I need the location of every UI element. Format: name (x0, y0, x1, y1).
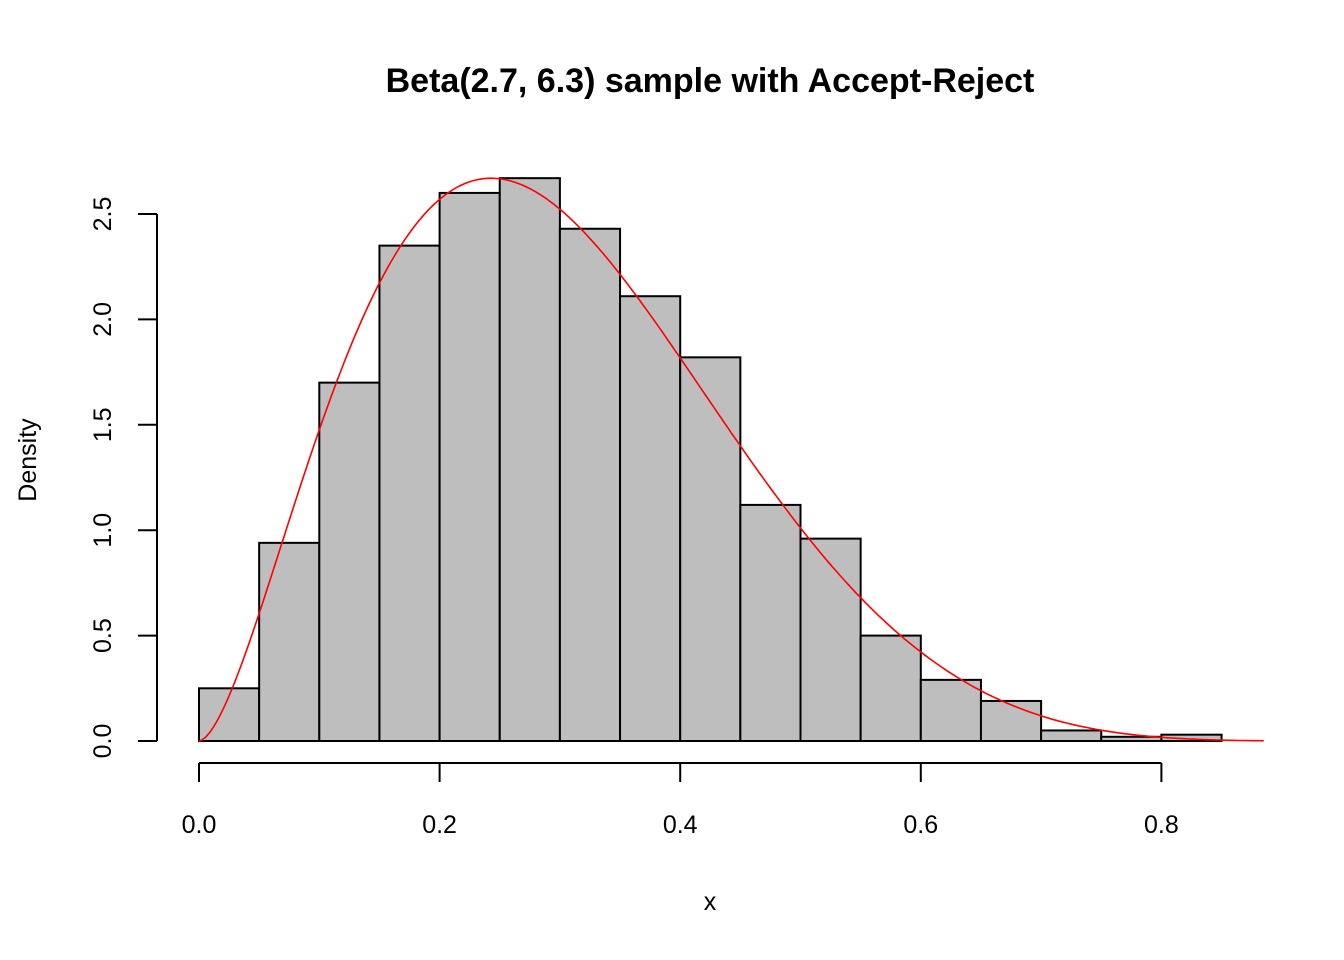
histogram-bar (679, 356, 742, 742)
histogram-bar (979, 699, 1043, 742)
y-tick-label: 1.5 (89, 407, 117, 442)
histogram-bar (378, 244, 441, 742)
x-axis: 0.0 0.2 0.4 0.6 0.8 (182, 762, 1179, 839)
y-tick-label: 2.5 (89, 197, 117, 232)
y-axis-label: Density (14, 418, 42, 502)
x-tick-label: 0.4 (663, 811, 698, 839)
histogram-bar (1100, 735, 1163, 742)
y-tick-label: 0.0 (89, 724, 117, 759)
histogram-bar (1040, 729, 1103, 743)
y-tick-label: 2.0 (89, 302, 117, 337)
histogram-bars (198, 177, 1223, 743)
histogram-bar (258, 541, 321, 743)
histogram-bar (438, 191, 501, 743)
y-tick-label: 0.5 (89, 618, 117, 653)
histogram-bar (318, 381, 381, 742)
histogram-bar (498, 177, 561, 742)
histogram-bar (799, 537, 862, 743)
histogram-bar (919, 678, 982, 742)
x-tick-label: 0.8 (1144, 811, 1179, 839)
y-tick-label: 1.0 (89, 513, 117, 548)
x-tick-label: 0.2 (422, 811, 457, 839)
x-axis-label: x (704, 888, 717, 916)
chart-title: Beta(2.7, 6.3) sample with Accept-Reject (386, 62, 1035, 100)
x-tick-label: 0.0 (182, 811, 217, 839)
histogram-bar (739, 503, 802, 742)
y-axis: 0.0 0.5 1.0 1.5 2.0 2.5 (89, 197, 158, 759)
histogram-bar (619, 295, 682, 742)
density-curve (198, 177, 1264, 742)
histogram-bar (558, 227, 622, 743)
histogram-bar (859, 634, 922, 742)
x-tick-label: 0.6 (903, 811, 938, 839)
